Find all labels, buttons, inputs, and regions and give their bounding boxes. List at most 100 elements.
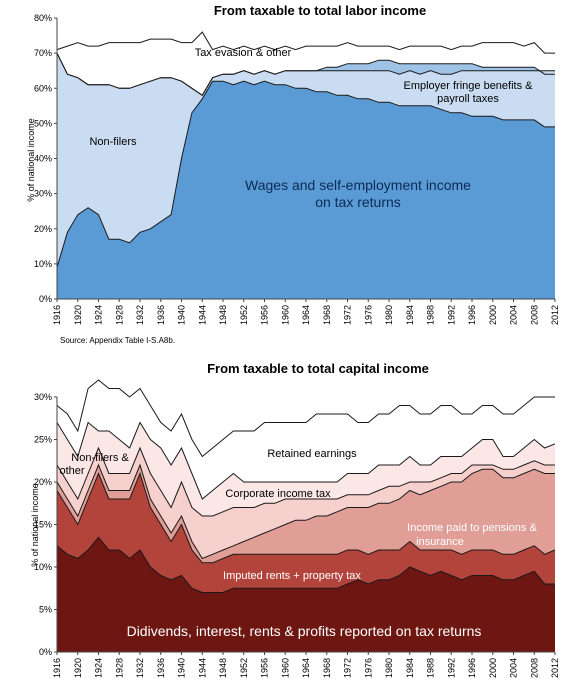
x-tick-label: 1972 bbox=[343, 305, 353, 325]
x-tick-label: 1940 bbox=[177, 658, 187, 678]
x-tick-label: 1988 bbox=[426, 658, 436, 678]
x-tick-label: 1932 bbox=[135, 658, 145, 678]
label-nonfilers: Non-filers bbox=[89, 136, 137, 148]
x-tick-label: 1924 bbox=[94, 305, 104, 325]
y-tick-label: 0% bbox=[39, 647, 52, 657]
x-tick-label: 2012 bbox=[550, 305, 560, 325]
y-axis-label: % of national income bbox=[30, 483, 40, 567]
series-line bbox=[56, 52, 555, 97]
label-nonfilers-line2: other bbox=[59, 465, 84, 477]
axes: 0% 10% 20% 30% 40% 50% 60% 70% 80% 1916 1920 1924 19… bbox=[34, 13, 560, 325]
y-tick-label: 15% bbox=[34, 520, 52, 530]
series-line bbox=[56, 446, 555, 517]
series-line bbox=[56, 80, 555, 268]
chart-title: From taxable to total capital income bbox=[207, 361, 429, 376]
label-retained: Retained earnings bbox=[267, 448, 357, 460]
series-line bbox=[56, 463, 555, 560]
x-tick-label: 2004 bbox=[509, 305, 519, 325]
x-tick-label: 1984 bbox=[405, 305, 415, 325]
x-tick-label: 1996 bbox=[467, 658, 477, 678]
x-tick-label: 1968 bbox=[322, 305, 332, 325]
y-tick-label: 5% bbox=[39, 605, 52, 615]
area-layers bbox=[56, 379, 556, 652]
x-tick-label: 1924 bbox=[94, 658, 104, 678]
source-note: Source: Appendix Table I-S.A8b. bbox=[60, 336, 175, 345]
y-tick-label: 30% bbox=[34, 392, 52, 402]
x-tick-label: 1988 bbox=[426, 305, 436, 325]
x-tick-label: 1956 bbox=[260, 658, 270, 678]
label-wages-line1: Wages and self-employment income bbox=[245, 177, 471, 193]
x-tick-label: 1940 bbox=[177, 305, 187, 325]
series-line bbox=[56, 379, 555, 458]
series-labels: Tax evasion & other Employer fringe bene… bbox=[89, 47, 533, 210]
x-tick-label: 1992 bbox=[446, 658, 456, 678]
area-layers bbox=[56, 31, 555, 299]
x-tick-label: 1984 bbox=[405, 658, 415, 678]
series-line bbox=[56, 421, 556, 500]
y-tick-label: 10% bbox=[34, 562, 52, 572]
x-tick-label: 2000 bbox=[488, 658, 498, 678]
label-imputed: Imputed rents + property tax bbox=[223, 570, 361, 582]
x-tick-label: 1944 bbox=[197, 658, 207, 678]
series-line bbox=[56, 31, 555, 54]
x-tick-label: 1944 bbox=[197, 305, 207, 325]
axes: 0% 5% 10% 15% 20% 25% 30% 1916 1920 1924 1928 1932 1… bbox=[34, 392, 560, 678]
x-tick-label: 1960 bbox=[280, 658, 290, 678]
y-tick-label: 0% bbox=[39, 294, 52, 304]
series-labels: Non-filers & other Retained earnings Cor… bbox=[59, 448, 537, 639]
x-tick-label: 1916 bbox=[52, 305, 62, 325]
y-tick-label: 60% bbox=[34, 83, 52, 93]
y-tick-label: 25% bbox=[34, 435, 52, 445]
y-tick-label: 10% bbox=[34, 259, 52, 269]
label-pensions-line2: insurance bbox=[416, 536, 464, 548]
y-tick-label: 20% bbox=[34, 224, 52, 234]
label-pensions-line1: Income paid to pensions & bbox=[407, 522, 537, 534]
x-tick-label: 1932 bbox=[135, 305, 145, 325]
x-tick-label: 1948 bbox=[218, 658, 228, 678]
x-tick-label: 1952 bbox=[239, 305, 249, 325]
label-dividends: Didivends, interest, rents & profits rep… bbox=[127, 623, 482, 639]
x-tick-label: 2000 bbox=[488, 305, 498, 325]
y-tick-label: 30% bbox=[34, 189, 52, 199]
label-tax-evasion: Tax evasion & other bbox=[195, 47, 292, 59]
x-tick-label: 1964 bbox=[301, 305, 311, 325]
x-tick-label: 1960 bbox=[280, 305, 290, 325]
series-line bbox=[56, 536, 555, 593]
label-corporate: Corporate income tax bbox=[225, 488, 331, 500]
x-tick-label: 1976 bbox=[363, 305, 373, 325]
y-tick-label: 50% bbox=[34, 118, 52, 128]
x-tick-label: 1996 bbox=[467, 305, 477, 325]
x-tick-label: 2008 bbox=[529, 305, 539, 325]
labor-income-chart: From taxable to total labor income % of … bbox=[26, 3, 560, 345]
x-tick-label: 1936 bbox=[156, 658, 166, 678]
area-wages-and-self-employment-income-on-tax-returns bbox=[57, 81, 555, 299]
x-tick-label: 2012 bbox=[550, 658, 560, 678]
chart-title: From taxable to total labor income bbox=[214, 3, 426, 18]
x-tick-label: 1968 bbox=[322, 658, 332, 678]
x-tick-label: 1976 bbox=[363, 658, 373, 678]
y-tick-label: 80% bbox=[34, 13, 52, 23]
label-fringe-line1: Employer fringe benefits & bbox=[403, 80, 533, 92]
x-tick-label: 1956 bbox=[260, 305, 270, 325]
x-tick-label: 1980 bbox=[384, 305, 394, 325]
x-tick-label: 1920 bbox=[73, 305, 83, 325]
label-fringe-line2: payroll taxes bbox=[437, 93, 499, 105]
area-didivends-interest-rents-profits-reported-on-tax-returns bbox=[57, 537, 555, 652]
capital-income-chart: From taxable to total capital income % o… bbox=[30, 361, 560, 678]
y-tick-label: 20% bbox=[34, 477, 52, 487]
x-tick-label: 1964 bbox=[301, 658, 311, 678]
label-wages-line2: on tax returns bbox=[315, 194, 401, 210]
x-tick-label: 2008 bbox=[529, 658, 539, 678]
x-tick-label: 1920 bbox=[73, 658, 83, 678]
label-nonfilers-line1: Non-filers & bbox=[71, 452, 129, 464]
x-tick-label: 1992 bbox=[446, 305, 456, 325]
y-axis-label: % of national income bbox=[26, 118, 36, 202]
x-tick-label: 1928 bbox=[114, 305, 124, 325]
x-tick-label: 2004 bbox=[509, 658, 519, 678]
x-tick-label: 1980 bbox=[384, 658, 394, 678]
x-tick-label: 1928 bbox=[114, 658, 124, 678]
series-line bbox=[56, 472, 556, 564]
y-tick-label: 40% bbox=[34, 154, 52, 164]
x-tick-label: 1952 bbox=[239, 658, 249, 678]
